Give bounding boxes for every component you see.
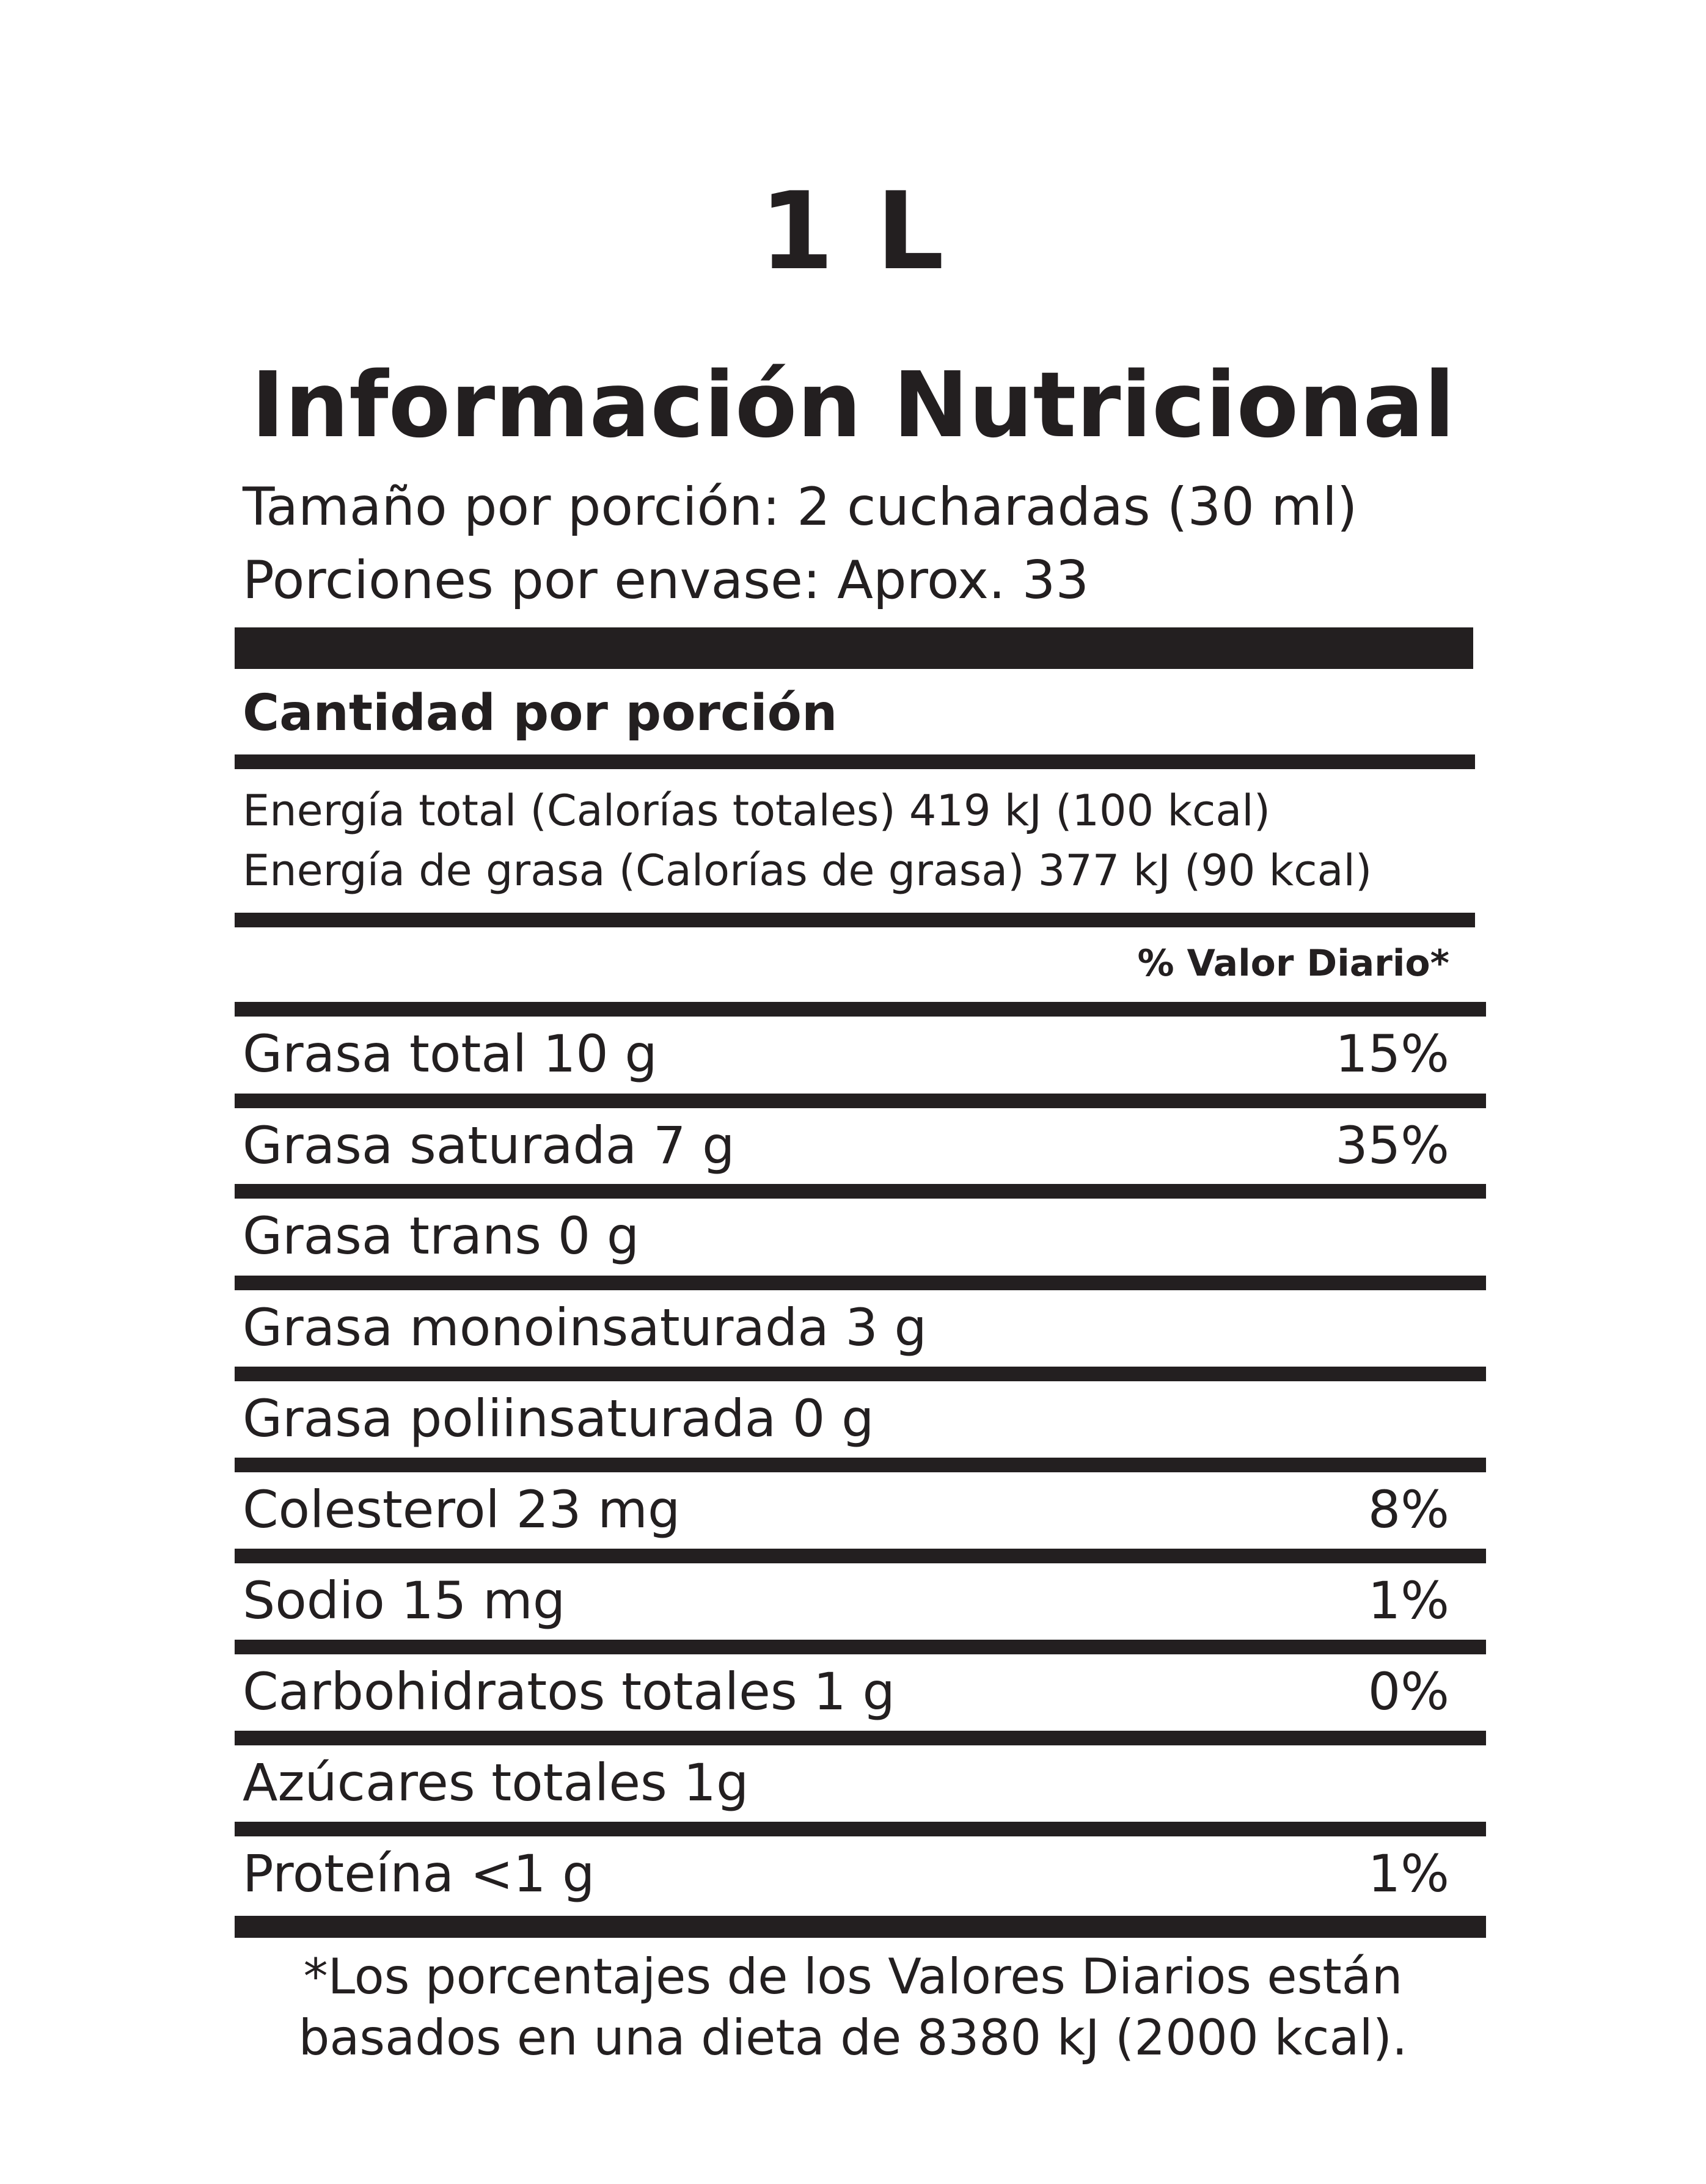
- serving-size: Tamaño por porción: 2 cucharadas (30 ml): [243, 477, 1358, 538]
- divider-after-energy: [235, 913, 1475, 927]
- row-divider: [235, 1276, 1486, 1290]
- energy-fat: Energía de grasa (Calorías de grasa) 377…: [243, 845, 1372, 896]
- nutrient-label: Grasa monoinsaturada 3 g: [243, 1298, 927, 1357]
- nutrient-label: Grasa poliinsaturada 0 g: [243, 1389, 874, 1448]
- nutrient-row-saturated-fat: Grasa saturada 7 g 35%: [243, 1112, 1449, 1179]
- divider-after-amount: [235, 754, 1475, 769]
- nutrient-label: Sodio 15 mg: [243, 1571, 566, 1631]
- nutrient-label: Grasa trans 0 g: [243, 1206, 640, 1266]
- nutrient-percent: 1%: [1367, 1844, 1449, 1904]
- divider-after-dv-header: [235, 1002, 1486, 1017]
- nutrient-label: Carbohidratos totales 1 g: [243, 1662, 895, 1722]
- nutrient-label: Azúcares totales 1g: [243, 1753, 749, 1813]
- nutrient-row-total-carbohydrates: Carbohidratos totales 1 g 0%: [243, 1658, 1449, 1725]
- nutrient-label: Colesterol 23 mg: [243, 1480, 681, 1539]
- label-title: Información Nutricional: [251, 352, 1455, 458]
- nutrient-row-total-fat: Grasa total 10 g 15%: [243, 1020, 1449, 1087]
- amount-per-serving-header: Cantidad por porción: [243, 684, 838, 742]
- nutrient-percent: 0%: [1367, 1662, 1449, 1722]
- nutrient-label: Grasa saturada 7 g: [243, 1116, 735, 1175]
- row-divider: [235, 1640, 1486, 1654]
- package-volume: 1 L: [759, 170, 947, 294]
- nutrient-percent: 15%: [1335, 1024, 1449, 1084]
- footnote: *Los porcentajes de los Valores Diarios …: [0, 1946, 1706, 2069]
- row-divider: [235, 1367, 1486, 1381]
- thick-divider-top: [235, 627, 1473, 669]
- nutrient-row-sodium: Sodio 15 mg 1%: [243, 1567, 1449, 1634]
- divider-bottom: [235, 1916, 1486, 1938]
- nutrient-percent: 1%: [1367, 1571, 1449, 1631]
- nutrient-row-protein: Proteína <1 g 1%: [243, 1840, 1449, 1907]
- footnote-line-1: *Los porcentajes de los Valores Diarios …: [303, 1948, 1403, 2005]
- nutrient-row-cholesterol: Colesterol 23 mg 8%: [243, 1476, 1449, 1543]
- row-divider: [235, 1094, 1486, 1108]
- row-divider: [235, 1731, 1486, 1745]
- row-divider: [235, 1184, 1486, 1199]
- nutrient-row-monounsaturated-fat: Grasa monoinsaturada 3 g: [243, 1294, 1449, 1361]
- servings-per-container: Porciones por envase: Aprox. 33: [243, 550, 1089, 611]
- nutrient-label: Proteína <1 g: [243, 1844, 595, 1904]
- nutrient-row-total-sugars: Azúcares totales 1g: [243, 1749, 1449, 1816]
- footnote-line-2: basados en una dieta de 8380 kJ (2000 kc…: [298, 2009, 1408, 2066]
- row-divider: [235, 1822, 1486, 1836]
- energy-total: Energía total (Calorías totales) 419 kJ …: [243, 786, 1271, 836]
- nutrient-label: Grasa total 10 g: [243, 1024, 657, 1084]
- nutrient-row-polyunsaturated-fat: Grasa poliinsaturada 0 g: [243, 1385, 1449, 1452]
- daily-value-header: % Valor Diario*: [1137, 942, 1449, 985]
- nutrient-percent: 8%: [1367, 1480, 1449, 1539]
- nutrient-row-trans-fat: Grasa trans 0 g: [243, 1202, 1449, 1269]
- nutrient-percent: 35%: [1335, 1116, 1449, 1175]
- row-divider: [235, 1458, 1486, 1472]
- row-divider: [235, 1549, 1486, 1563]
